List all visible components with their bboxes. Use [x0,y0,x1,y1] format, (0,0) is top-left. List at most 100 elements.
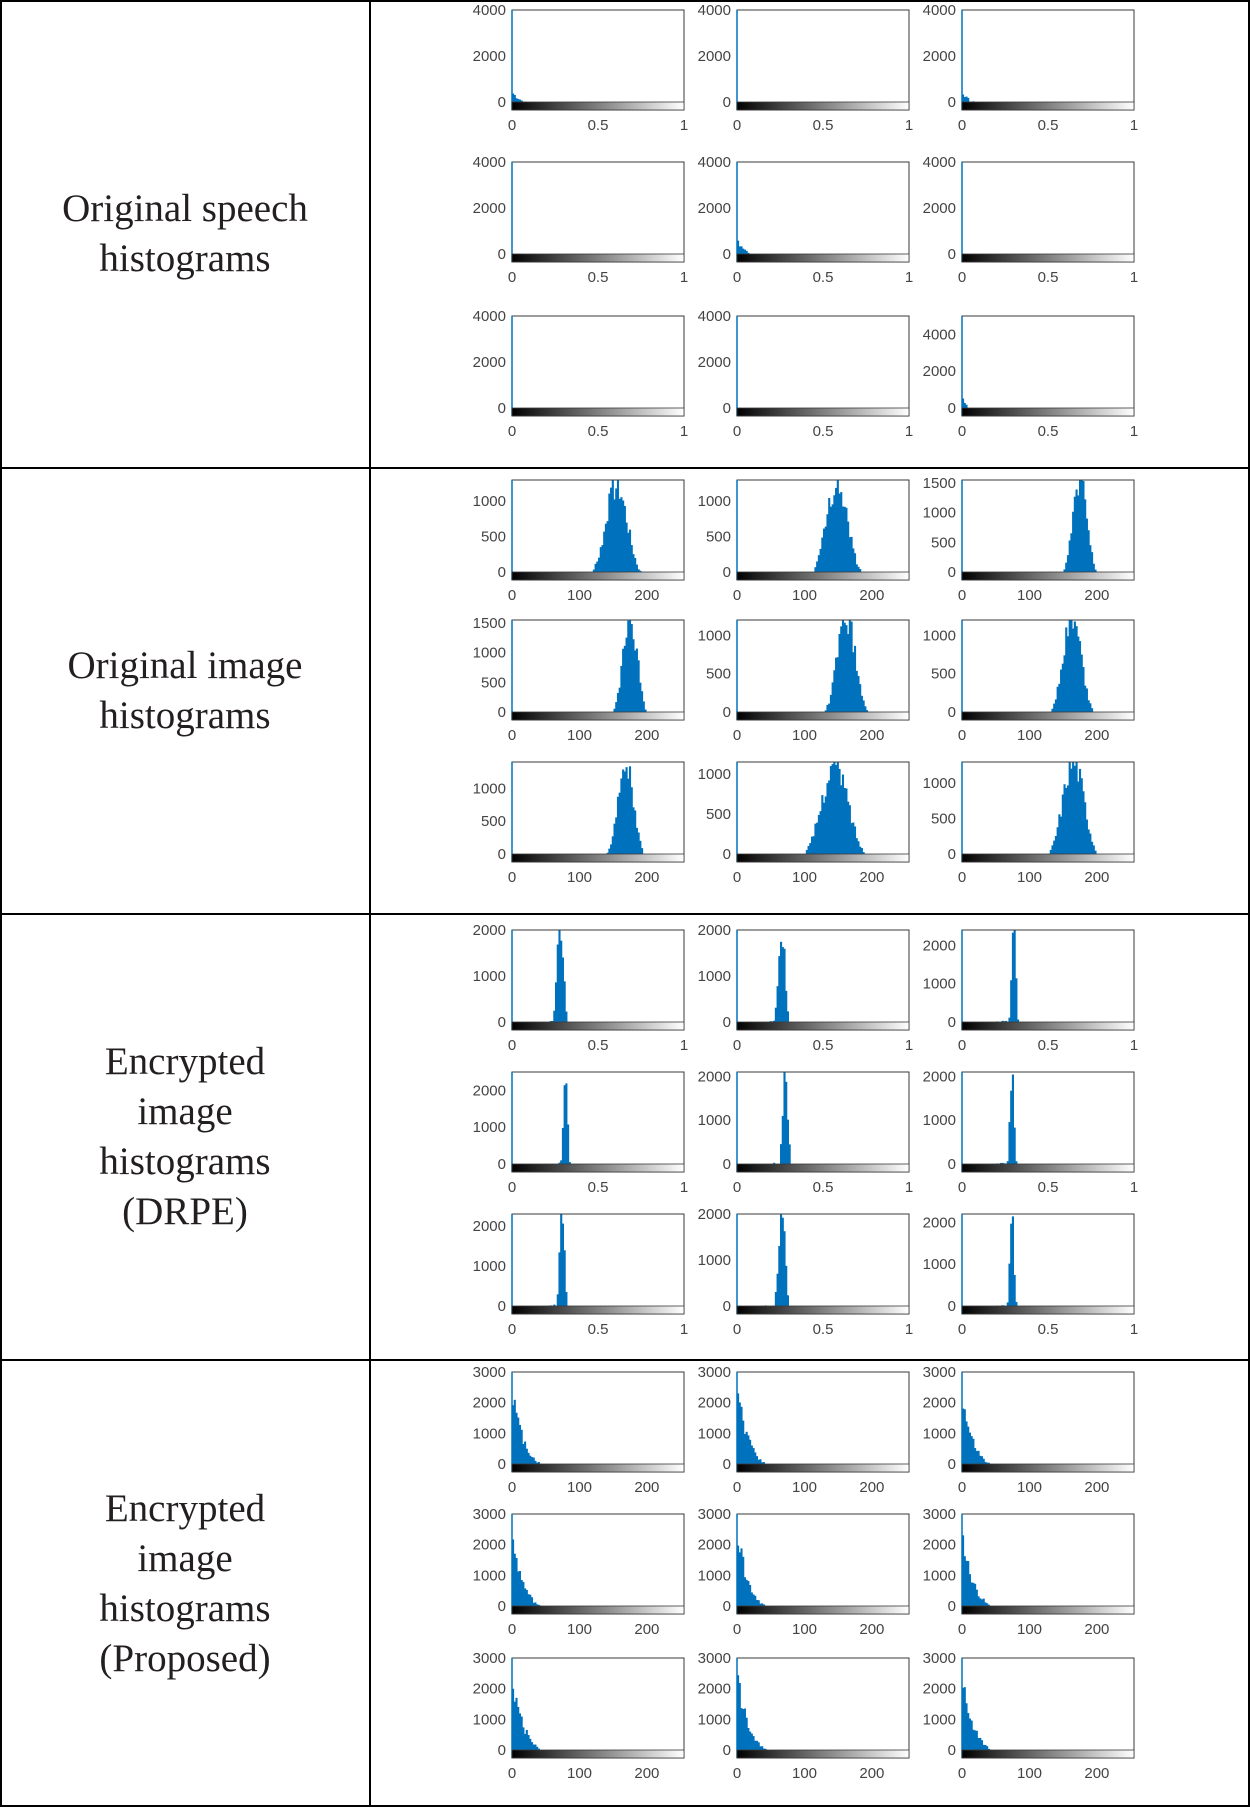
x-tick-label: 0 [508,1621,516,1638]
y-tick-label: 0 [948,1456,956,1473]
x-tick-label: 100 [567,727,592,744]
y-tick-label: 1000 [923,627,956,644]
x-tick-label: 100 [1017,1765,1042,1782]
x-tick-label: 0 [508,1765,516,1782]
x-tick-label: 0.5 [588,269,609,286]
gray-colorbar [512,408,684,416]
y-tick-label: 1000 [698,1567,731,1584]
x-tick-label: 200 [859,1479,884,1496]
y-tick-label: 1000 [923,976,956,993]
x-tick-label: 100 [1017,1479,1042,1496]
plot-frame [512,1658,684,1758]
x-tick-label: 0 [508,1179,516,1196]
plot-frame [512,930,684,1030]
y-tick-label: 2000 [473,1082,506,1099]
x-tick-label: 0 [733,869,741,886]
y-tick-label: 0 [723,1598,731,1615]
plot-frame [962,762,1134,862]
plot-frame [737,1072,909,1172]
y-tick-label: 2000 [473,922,506,939]
row-original-speech: Original speech histograms 0 2000 4000 0 0.5… [0,0,1250,468]
y-tick-label: 0 [723,1014,731,1031]
y-tick-label: 0 [948,1014,956,1031]
y-tick-label: 3000 [473,1650,506,1667]
row-label-cell: Original speech histograms [0,0,370,468]
y-tick-label: 4000 [923,2,956,19]
plot-frame [737,930,909,1030]
y-tick-label: 0 [723,846,731,863]
y-tick-label: 2000 [698,1395,731,1412]
y-tick-label: 0 [498,94,506,111]
y-tick-label: 4000 [473,154,506,171]
y-tick-label: 0 [498,1156,506,1173]
y-tick-label: 1000 [923,505,956,522]
y-tick-label: 4000 [473,308,506,325]
y-tick-label: 0 [498,1742,506,1759]
x-tick-label: 0.5 [813,117,834,134]
x-tick-label: 0 [958,269,966,286]
y-tick-label: 1000 [473,1711,506,1728]
gray-colorbar [962,102,1134,110]
x-tick-label: 100 [1017,869,1042,886]
y-tick-label: 4000 [923,326,956,343]
y-tick-label: 1000 [698,1425,731,1442]
y-tick-label: 4000 [698,308,731,325]
row-label: Original image histograms [67,641,302,741]
y-tick-label: 0 [498,1598,506,1615]
y-tick-label: 1000 [923,1567,956,1584]
y-tick-label: 4000 [923,154,956,171]
y-tick-label: 2000 [698,48,731,65]
x-tick-label: 0.5 [588,423,609,440]
x-tick-label: 100 [1017,587,1042,604]
x-tick-label: 0.5 [588,1037,609,1054]
plot-frame [962,162,1134,262]
y-tick-label: 0 [723,1298,731,1315]
y-tick-label: 500 [706,529,731,546]
y-tick-label: 4000 [473,2,506,19]
gray-colorbar [512,1306,684,1314]
y-tick-label: 0 [498,400,506,417]
x-tick-label: 1 [905,1321,913,1338]
y-tick-label: 1500 [923,475,956,492]
y-tick-label: 2000 [698,1206,731,1223]
x-tick-label: 100 [567,1479,592,1496]
x-tick-label: 0 [508,869,516,886]
table-border-top [0,0,1250,2]
y-tick-label: 1000 [473,780,506,797]
x-tick-label: 100 [792,1479,817,1496]
x-tick-label: 200 [859,727,884,744]
y-tick-label: 0 [948,94,956,111]
y-tick-label: 1000 [923,1711,956,1728]
gray-colorbar [962,1750,1134,1758]
y-tick-label: 0 [498,564,506,581]
plot-frame [962,930,1134,1030]
plot-frame [962,1214,1134,1314]
y-tick-label: 1000 [698,1252,731,1269]
gray-colorbar [512,102,684,110]
y-tick-label: 500 [706,806,731,823]
y-tick-label: 2000 [923,1214,956,1231]
plot-frame [737,620,909,720]
gray-colorbar [962,1606,1134,1614]
x-tick-label: 1 [680,269,688,286]
x-tick-label: 1 [680,423,688,440]
x-tick-label: 0 [508,1037,516,1054]
y-tick-label: 0 [723,400,731,417]
y-tick-label: 0 [948,1742,956,1759]
gray-colorbar [962,1306,1134,1314]
x-tick-label: 0.5 [813,1037,834,1054]
y-tick-label: 1000 [473,645,506,662]
plot-frame [737,1372,909,1472]
x-tick-label: 0.5 [1038,269,1059,286]
